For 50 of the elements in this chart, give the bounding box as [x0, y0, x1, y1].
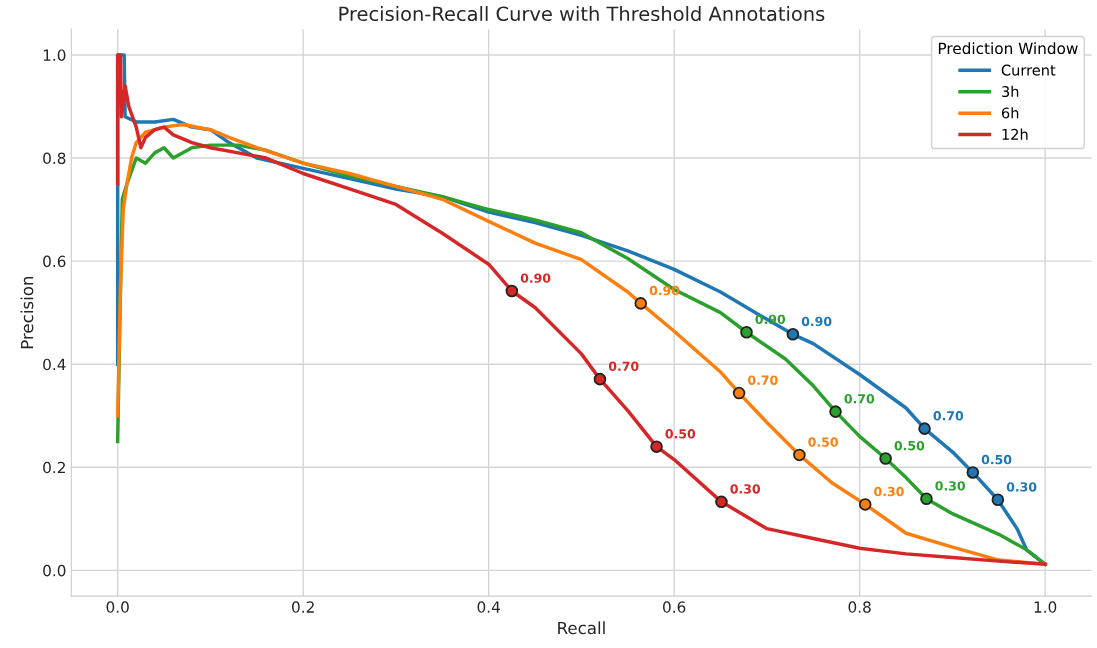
annotation: 0.70 — [844, 394, 875, 404]
annotation: 0.30 — [730, 484, 761, 494]
legend-label: 6h — [1001, 107, 1019, 119]
point — [740, 325, 753, 339]
point — [879, 452, 892, 465]
point — [858, 498, 872, 511]
x-axis-title: Recall — [558, 621, 605, 635]
annotation: 0.50 — [665, 429, 696, 439]
x-tick-label: 0.0 — [106, 601, 129, 613]
point — [829, 405, 842, 418]
y-tick-label: 0.8 — [43, 152, 66, 165]
annotation: 0.30 — [1006, 482, 1037, 492]
point — [966, 466, 980, 479]
point — [505, 284, 519, 298]
y-tick-label: 1.0 — [43, 49, 66, 61]
legend-label: 12h — [1002, 128, 1028, 140]
annotation: 0.50 — [981, 454, 1012, 465]
annotation: 0.90 — [801, 316, 832, 327]
annotation: 0.30 — [874, 486, 904, 497]
x-tick-label: 0.2 — [292, 601, 314, 613]
annotation: 0.70 — [608, 361, 639, 371]
y-tick-label: 0.6 — [43, 255, 66, 268]
annotation: 0.70 — [933, 411, 964, 421]
annotation: 0.30 — [935, 481, 965, 491]
chart-title: Precision-Recall Curve with Threshold Annotations — [339, 6, 825, 22]
y-axis-title: Precision — [20, 276, 34, 349]
y-tick-label: 0.2 — [43, 461, 65, 474]
point — [793, 448, 806, 462]
legend-label: Current — [1001, 64, 1056, 76]
y-tick-label: 0.4 — [43, 358, 66, 371]
annotation: 0.70 — [748, 375, 778, 385]
point — [918, 422, 931, 435]
point — [715, 495, 728, 509]
legend-title: Prediction Window — [938, 42, 1078, 55]
point — [991, 493, 1005, 507]
x-tick-label: 1.0 — [1034, 601, 1057, 613]
point — [650, 440, 663, 453]
annotation: 0.50 — [808, 437, 838, 447]
point — [634, 297, 648, 310]
point — [732, 386, 746, 400]
point — [786, 328, 800, 341]
point — [920, 492, 933, 506]
annotation: 0.50 — [894, 440, 925, 451]
x-tick-label: 0.8 — [848, 601, 871, 613]
x-tick-label: 0.4 — [477, 601, 500, 613]
x-tick-label: 0.6 — [663, 601, 686, 613]
legend-label: 3h — [1002, 85, 1019, 98]
y-tick-label: 0.0 — [43, 564, 66, 577]
annotation: 0.90 — [520, 273, 551, 283]
point — [593, 372, 607, 386]
